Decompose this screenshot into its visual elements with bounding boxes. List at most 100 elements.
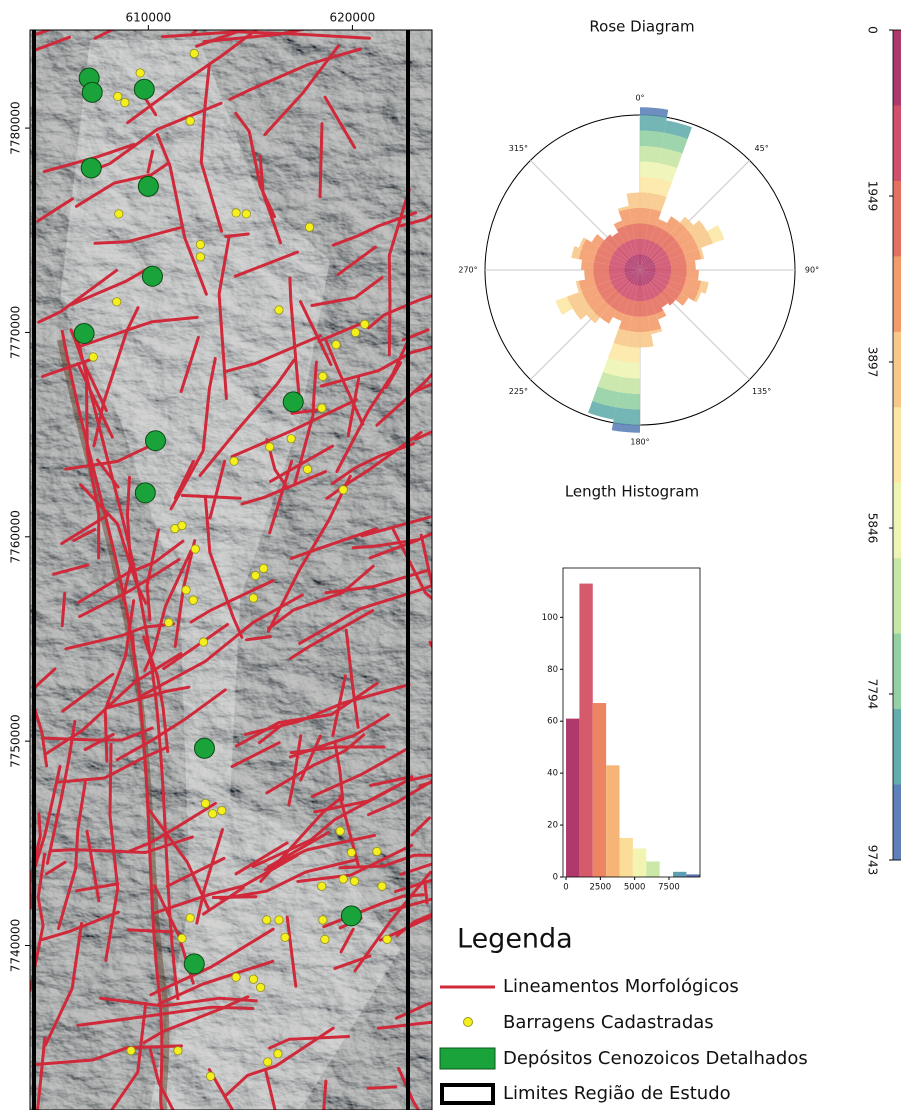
legend-title: Legenda: [457, 924, 573, 955]
colorbar-swatch: [893, 558, 901, 634]
dam-point: [339, 486, 347, 494]
dam-point: [218, 806, 226, 814]
deposit-point: [135, 483, 155, 503]
deposit-point: [341, 906, 361, 926]
dam-point: [186, 914, 194, 922]
dam-point: [174, 1047, 182, 1055]
deposit-point: [138, 176, 158, 196]
dam-point: [114, 92, 122, 100]
page: Rose Diagram Length Histogram Legenda Li…: [0, 0, 901, 1110]
dam-point: [351, 328, 359, 336]
dam-point: [186, 117, 194, 125]
dam-point: [251, 571, 259, 579]
colorbar-tick-label: 5846: [866, 513, 880, 544]
theta-tick-label: 270°: [458, 266, 477, 275]
dam-point: [373, 847, 381, 855]
lineament: [368, 1087, 396, 1088]
deposit-point: [142, 266, 162, 286]
x-tick-label: 620000: [330, 11, 376, 25]
dam-point: [196, 253, 204, 261]
histogram-bar: [593, 703, 606, 877]
colorbar-tick-label: 0: [866, 26, 880, 34]
dam-point: [199, 638, 207, 646]
y-tick-label: 7740000: [9, 919, 23, 972]
theta-tick-label: 135°: [752, 387, 771, 396]
dam-point: [191, 545, 199, 553]
dam-point: [249, 975, 257, 983]
dam-point: [178, 934, 186, 942]
dam-point: [182, 586, 190, 594]
dam-point: [89, 353, 97, 361]
histogram-bar: [646, 861, 659, 877]
colorbar-swatch: [893, 30, 901, 106]
theta-tick-label: 225°: [509, 387, 528, 396]
colorbar-swatch: [893, 256, 901, 332]
dam-point: [115, 210, 123, 218]
histogram-bar: [579, 584, 592, 877]
dam-point: [232, 209, 240, 217]
dam-point: [350, 877, 358, 885]
dam-point: [275, 306, 283, 314]
dam-point: [208, 809, 216, 817]
colorbar-swatch: [893, 785, 901, 861]
dam-point: [256, 983, 264, 991]
dam-point: [281, 933, 289, 941]
dam-point: [318, 404, 326, 412]
dam-point: [264, 1058, 272, 1066]
dam-point: [321, 935, 329, 943]
lineament: [430, 642, 459, 699]
dam-point: [178, 521, 186, 529]
dam-point: [339, 875, 347, 883]
x-tick-label: 5000: [624, 883, 646, 893]
dam-point: [383, 935, 391, 943]
x-tick-label: 610000: [125, 11, 171, 25]
dam-point: [319, 916, 327, 924]
x-tick-label: 0: [563, 883, 568, 893]
dam-point: [230, 457, 238, 465]
dam-point: [360, 320, 368, 328]
dam-point: [274, 1050, 282, 1058]
y-tick-label: 7760000: [9, 510, 23, 563]
deposit-point: [74, 323, 94, 343]
theta-tick-label: 45°: [755, 144, 769, 153]
rose-title: Rose Diagram: [589, 18, 694, 36]
colorbar-swatch: [893, 407, 901, 483]
colorbar-swatch: [893, 709, 901, 785]
theta-tick-label: 90°: [805, 266, 819, 275]
theta-tick-label: 0°: [635, 94, 644, 103]
dam-point: [136, 69, 144, 77]
histogram-bar: [606, 765, 619, 877]
theta-tick-label: 315°: [509, 144, 528, 153]
histogram-bar: [620, 838, 633, 877]
dam-point: [287, 435, 295, 443]
dam-point: [165, 618, 173, 626]
y-tick-label: 7780000: [9, 101, 23, 154]
dam-point: [196, 240, 204, 248]
y-tick-label: 60: [547, 717, 558, 727]
y-tick-label: 7750000: [9, 714, 23, 767]
legend-item: Barragens Cadastradas: [503, 1012, 714, 1033]
dam-point: [190, 49, 198, 57]
histogram-bar: [633, 848, 646, 877]
histogram-title: Length Histogram: [565, 483, 699, 501]
lineament: [420, 768, 530, 786]
deposit-point: [82, 82, 102, 102]
dam-point: [121, 98, 129, 106]
histogram-bar: [673, 872, 686, 877]
colorbar-swatch: [893, 332, 901, 408]
deposit-point: [145, 431, 165, 451]
theta-tick-label: 180°: [630, 438, 649, 447]
y-tick-label: 7770000: [9, 306, 23, 359]
dam-point: [275, 916, 283, 924]
colorbar-tick-label: 3897: [866, 347, 880, 378]
lineament: [128, 930, 172, 932]
dam-point: [263, 916, 271, 924]
lineament: [320, 124, 322, 197]
deposit-point: [134, 79, 154, 99]
dam-point: [318, 882, 326, 890]
dam-point: [336, 827, 344, 835]
dam-point: [189, 596, 197, 604]
dam-point: [201, 799, 209, 807]
deposit-point: [184, 954, 204, 974]
colorbar-tick-label: 1949: [866, 181, 880, 212]
